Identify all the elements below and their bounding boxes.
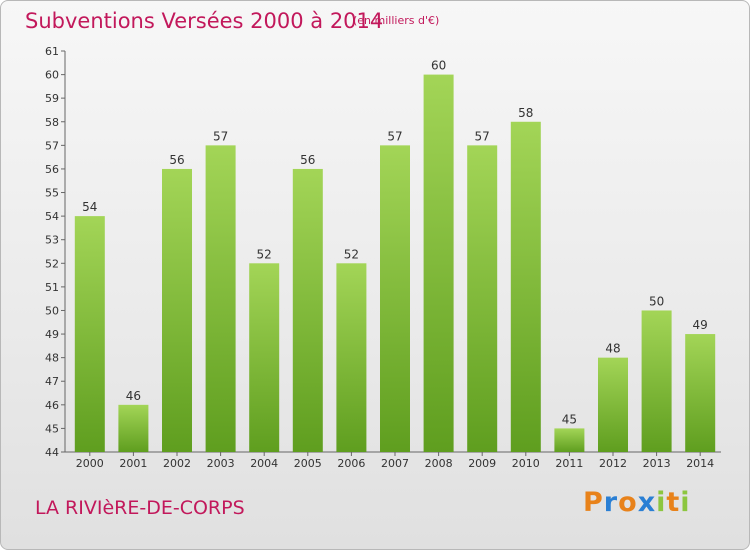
value-label-2011: 45 — [562, 412, 577, 426]
bar-2010 — [510, 121, 541, 452]
y-tick-label: 53 — [45, 234, 59, 247]
y-tick-label: 58 — [45, 116, 59, 129]
bar-2000 — [74, 216, 105, 452]
x-tick-label-2008: 2008 — [425, 457, 453, 470]
value-label-2012: 48 — [605, 342, 620, 356]
x-tick-label-2012: 2012 — [599, 457, 627, 470]
x-tick-label-2005: 2005 — [294, 457, 322, 470]
proxiti-logo[interactable]: Proxiti — [583, 487, 691, 518]
bar-2004 — [249, 263, 280, 452]
bar-2014 — [685, 334, 716, 452]
value-label-2005: 56 — [300, 153, 315, 167]
logo-letter: i — [680, 487, 691, 518]
value-label-2007: 57 — [387, 129, 402, 143]
bar-2007 — [380, 145, 410, 452]
y-tick-label: 60 — [45, 69, 59, 82]
logo-letter: r — [603, 487, 619, 518]
y-tick-label: 44 — [45, 446, 59, 459]
y-tick-label: 57 — [45, 139, 59, 152]
value-label-2004: 52 — [257, 247, 272, 261]
logo-letter: x — [637, 487, 657, 518]
x-tick-label-2003: 2003 — [207, 457, 235, 470]
chart-unit: (en milliers d'€) — [353, 14, 440, 27]
value-label-2014: 49 — [693, 318, 708, 332]
y-tick-label: 56 — [45, 163, 59, 176]
value-label-2008: 60 — [431, 59, 446, 73]
logo-letter: t — [666, 487, 681, 518]
y-tick-label: 61 — [45, 45, 59, 58]
y-tick-label: 45 — [45, 422, 59, 435]
y-tick-label: 52 — [45, 257, 59, 270]
value-label-2009: 57 — [475, 129, 490, 143]
value-label-2001: 46 — [126, 389, 141, 403]
x-tick-label-2014: 2014 — [686, 457, 714, 470]
y-tick-label: 47 — [45, 375, 59, 388]
y-tick-label: 55 — [45, 187, 59, 200]
y-tick-label: 54 — [45, 210, 59, 223]
x-tick-label-2001: 2001 — [119, 457, 147, 470]
value-label-2013: 50 — [649, 294, 664, 308]
bar-2003 — [205, 145, 236, 452]
x-tick-label-2004: 2004 — [250, 457, 278, 470]
x-tick-label-2010: 2010 — [512, 457, 540, 470]
value-label-2006: 52 — [344, 247, 359, 261]
x-tick-label-2009: 2009 — [468, 457, 496, 470]
logo-letter: i — [656, 487, 667, 518]
value-label-2000: 54 — [82, 200, 97, 214]
bar-2005 — [292, 168, 323, 453]
bar-2006 — [336, 263, 367, 452]
logo-letter: o — [618, 487, 638, 518]
x-tick-label-2007: 2007 — [381, 457, 409, 470]
logo-letter: P — [583, 487, 604, 518]
x-tick-label-2006: 2006 — [337, 457, 365, 470]
x-tick-label-2002: 2002 — [163, 457, 191, 470]
x-tick-label-2013: 2013 — [643, 457, 671, 470]
bar-2012 — [598, 357, 628, 452]
x-tick-label-2011: 2011 — [555, 457, 583, 470]
value-label-2003: 57 — [213, 129, 228, 143]
bar-2009 — [467, 145, 498, 452]
y-tick-label: 51 — [45, 281, 59, 294]
value-label-2010: 58 — [518, 106, 533, 120]
x-tick-label-2000: 2000 — [76, 457, 104, 470]
bar-2013 — [641, 310, 672, 452]
bar-2011 — [554, 428, 585, 452]
y-tick-label: 49 — [45, 328, 59, 341]
bar-2002 — [162, 168, 192, 453]
commune-name: LA RIVIèRE-DE-CORPS — [35, 497, 245, 519]
y-tick-label: 50 — [45, 304, 59, 317]
chart-title: Subventions Versées 2000 à 2014 — [25, 9, 384, 33]
bar-2001 — [118, 404, 149, 452]
y-tick-label: 48 — [45, 352, 59, 365]
value-label-2002: 56 — [169, 153, 184, 167]
bar-2008 — [423, 74, 454, 453]
y-tick-label: 59 — [45, 92, 59, 105]
y-tick-label: 46 — [45, 399, 59, 412]
